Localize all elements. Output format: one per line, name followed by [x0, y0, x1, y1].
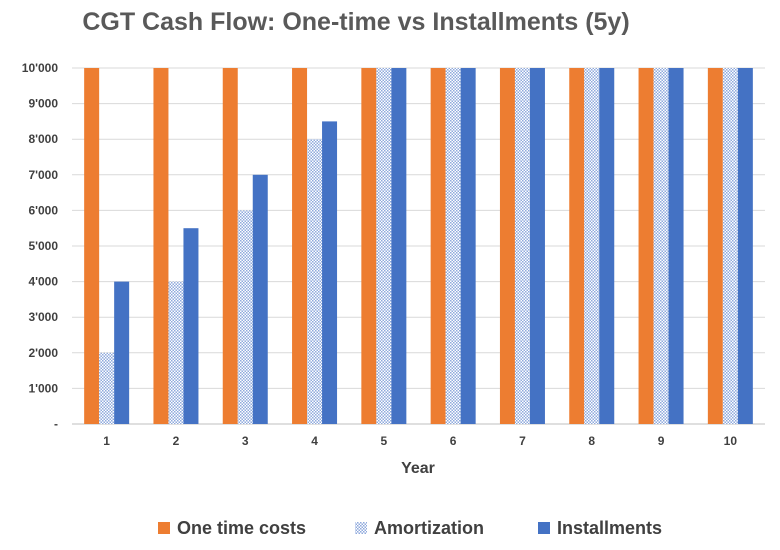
bar-one-time-costs — [569, 68, 585, 424]
x-tick-label: 10 — [724, 434, 738, 448]
bar-installments — [114, 281, 130, 424]
y-tick-label: 3'000 — [28, 310, 58, 324]
x-tick-label: 1 — [103, 434, 110, 448]
x-tick-label: 8 — [588, 434, 595, 448]
bar-installments — [252, 174, 268, 424]
x-axis-label: Year — [401, 460, 435, 477]
legend-label: Installments — [557, 518, 662, 538]
bar-installments — [737, 68, 753, 424]
bar-one-time-costs — [222, 68, 238, 424]
x-tick-label: 6 — [450, 434, 457, 448]
bar-amortization — [168, 281, 184, 424]
bars — [84, 68, 753, 425]
y-tick-label: 4'000 — [28, 275, 58, 289]
bar-amortization — [722, 68, 738, 424]
bar-one-time-costs — [84, 68, 100, 424]
bar-installments — [322, 121, 338, 425]
y-axis-tick-labels: - 1'000 2'000 3'000 4'000 5'000 6'000 7'000 8'00… — [22, 61, 59, 431]
bar-installments — [391, 68, 407, 424]
x-tick-label: 2 — [173, 434, 180, 448]
bar-amortization — [376, 68, 392, 424]
bar-one-time-costs — [707, 68, 723, 424]
bar-amortization — [99, 352, 115, 424]
legend-label: Amortization — [374, 518, 484, 538]
bar-amortization — [307, 139, 323, 424]
bar-amortization — [445, 68, 461, 424]
x-tick-label: 9 — [658, 434, 665, 448]
y-tick-label: 5'000 — [28, 239, 58, 253]
bar-installments — [668, 68, 684, 424]
x-tick-label: 7 — [519, 434, 526, 448]
legend-swatch — [355, 522, 367, 534]
bar-one-time-costs — [499, 68, 515, 424]
x-axis-tick-labels: 1 2 3 4 5 6 7 8 9 10 — [103, 434, 737, 448]
legend-label: One time costs — [177, 518, 306, 538]
y-tick-label: 10'000 — [22, 61, 59, 75]
bar-amortization — [237, 210, 253, 424]
bar-amortization — [584, 68, 600, 424]
x-tick-label: 5 — [381, 434, 388, 448]
y-tick-label: 1'000 — [28, 381, 58, 395]
bar-amortization — [514, 68, 530, 424]
y-tick-label: 2'000 — [28, 346, 58, 360]
bar-installments — [460, 68, 476, 424]
legend-swatch — [538, 522, 550, 534]
y-tick-label: 9'000 — [28, 97, 58, 111]
bar-amortization — [653, 68, 669, 424]
chart-title: CGT Cash Flow: One-time vs Installments … — [82, 8, 629, 36]
bar-installments — [183, 228, 199, 424]
x-tick-label: 3 — [242, 434, 249, 448]
bar-one-time-costs — [430, 68, 446, 424]
bar-one-time-costs — [292, 68, 308, 424]
bar-one-time-costs — [153, 68, 169, 424]
bar-one-time-costs — [638, 68, 654, 424]
bar-one-time-costs — [361, 68, 377, 424]
x-tick-label: 4 — [311, 434, 318, 448]
y-tick-label: 8'000 — [28, 132, 58, 146]
y-tick-label: 7'000 — [28, 168, 58, 182]
legend: One time costs Amortization Installments — [158, 518, 662, 538]
bar-installments — [599, 68, 615, 424]
y-tick-label: - — [54, 417, 58, 431]
y-tick-label: 6'000 — [28, 203, 58, 217]
legend-swatch — [158, 522, 170, 534]
bar-installments — [529, 68, 545, 424]
